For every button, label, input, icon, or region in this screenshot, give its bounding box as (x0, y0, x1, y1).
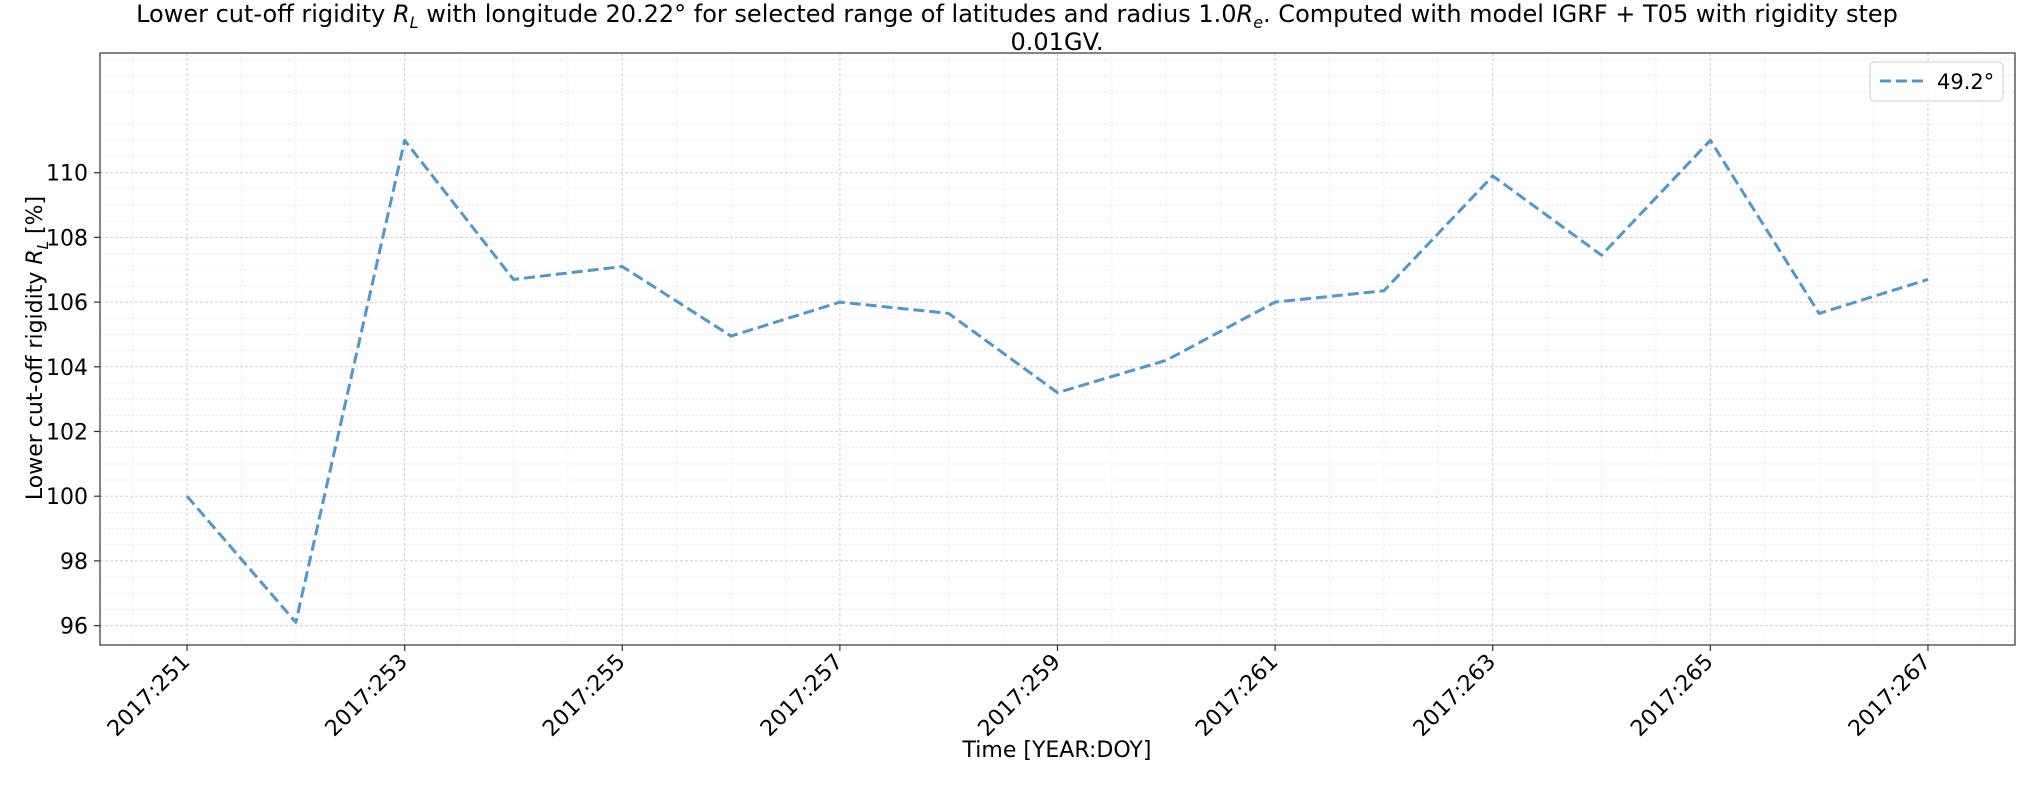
x-tick-label: 2017:255 (538, 650, 630, 742)
legend: 49.2° (1869, 61, 2004, 102)
x-tick-label: 2017:267 (1844, 650, 1936, 742)
y-axis-label: Lower cut-off rigidity RL [%] (23, 196, 52, 500)
legend-box (1869, 61, 2004, 102)
x-tick-label: 2017:257 (756, 650, 848, 742)
x-axis-label: Time [YEAR:DOY] (962, 738, 1152, 763)
series-group (185, 138, 1929, 624)
x-tick-label: 2017:259 (974, 650, 1066, 742)
y-tick-label: 100 (46, 485, 88, 510)
x-tick-label: 2017:261 (1191, 650, 1283, 742)
y-tick-label: 110 (46, 162, 88, 187)
y-tick-label: 108 (46, 226, 88, 251)
y-tick-label: 104 (46, 356, 88, 381)
y-tick-label: 106 (46, 291, 88, 316)
y-tick-label: 96 (60, 615, 88, 640)
chart-title-line-2: 0.01GV. (1011, 28, 1104, 56)
grid-major (100, 53, 2015, 645)
x-tick-label: 2017:265 (1626, 650, 1718, 742)
x-axis-ticks: 2017:251 2017:253 2017:255 2017:257 2017:259… (103, 645, 1936, 742)
y-axis-ticks: 96 98 100 102 104 106 108 110 (46, 162, 100, 640)
x-tick-label: 2017:251 (103, 650, 195, 742)
chart-title: Lower cut-off rigidity RL with longitude… (136, 0, 1898, 56)
legend-entry-49-2: 49.2° (1937, 70, 1994, 94)
y-tick-label: 102 (46, 420, 88, 445)
chart-title-line-1: Lower cut-off rigidity RL with longitude… (136, 0, 1898, 32)
series-line-0 (185, 138, 1929, 624)
x-tick-label: 2017:263 (1409, 650, 1501, 742)
x-tick-label: 2017:253 (321, 650, 413, 742)
y-tick-label: 98 (60, 550, 88, 575)
